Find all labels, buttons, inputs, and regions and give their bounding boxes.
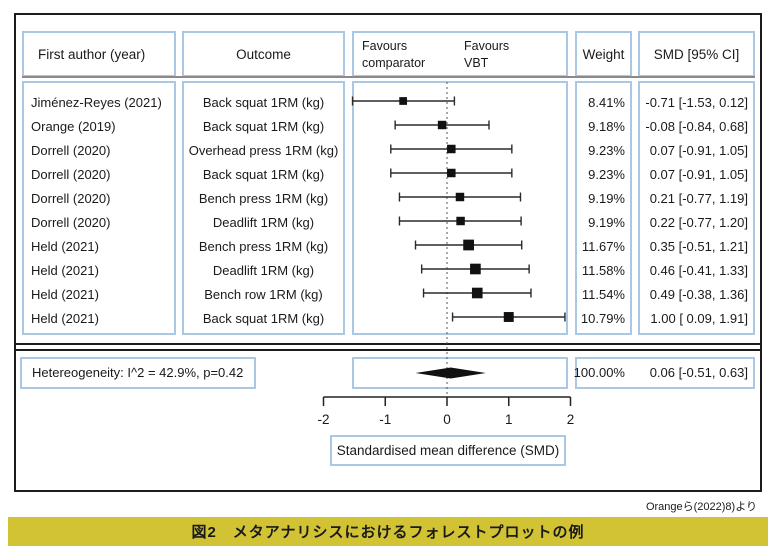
header-box-weight: Weight bbox=[575, 31, 632, 77]
table-row-smd: -0.71 [-1.53, 0.12] bbox=[645, 95, 748, 110]
table-row-weight: 11.58% bbox=[581, 263, 625, 278]
header-box-author: First author (year) bbox=[22, 31, 176, 77]
table-row-author: Dorrell (2020) bbox=[31, 143, 111, 158]
table-row-outcome: Bench row 1RM (kg) bbox=[204, 287, 323, 302]
table-row-outcome: Back squat 1RM (kg) bbox=[202, 311, 325, 326]
table-row-author: Dorrell (2020) bbox=[31, 191, 111, 206]
smd-column-header: SMD [95% CI] bbox=[653, 46, 740, 62]
table-row-smd: 1.00 [ 0.09, 1.91] bbox=[650, 311, 748, 326]
table-row-outcome: Bench press 1RM (kg) bbox=[198, 239, 329, 254]
author-column-body: Jiménez-Reyes (2021) Orange (2019) Dorrell… bbox=[22, 81, 176, 335]
summary-plot-box bbox=[352, 357, 568, 389]
table-row-author: Jiménez-Reyes (2021) bbox=[31, 95, 162, 110]
summary-weight: 100.00% bbox=[573, 365, 625, 380]
favours-right-line2: VBT bbox=[464, 55, 489, 70]
table-row-smd: 0.22 [-0.77, 1.20] bbox=[649, 215, 748, 230]
outcome-column-header: Outcome bbox=[236, 46, 291, 62]
favours-left-line1: Favours bbox=[362, 39, 408, 53]
table-row-outcome: Bench press 1RM (kg) bbox=[198, 191, 329, 206]
favours-comparator-label: Favours comparator bbox=[362, 38, 425, 72]
table-row-outcome: Back squat 1RM (kg) bbox=[202, 167, 325, 182]
table-row-smd: -0.08 [-0.84, 0.68] bbox=[645, 119, 748, 134]
table-row-outcome: Back squat 1RM (kg) bbox=[202, 95, 325, 110]
table-row-outcome: Deadlift 1RM (kg) bbox=[212, 263, 315, 278]
table-row-outcome: Deadlift 1RM (kg) bbox=[212, 215, 315, 230]
author-column-header: First author (year) bbox=[38, 46, 146, 62]
table-row-author: Dorrell (2020) bbox=[31, 215, 111, 230]
table-row-outcome: Back squat 1RM (kg) bbox=[202, 119, 325, 134]
table-row-author: Held (2021) bbox=[31, 239, 99, 254]
table-row-outcome: Overhead press 1RM (kg) bbox=[188, 143, 339, 158]
header-box-plot: Favours comparator Favours VBT bbox=[352, 31, 568, 77]
favours-vbt-label: Favours VBT bbox=[464, 38, 509, 72]
caption-text: 図2 メタアナリシスにおけるフォレストプロットの例 bbox=[191, 524, 585, 541]
table-row-author: Held (2021) bbox=[31, 311, 99, 326]
table-row-author: Dorrell (2020) bbox=[31, 167, 111, 182]
summary-stats-box: 100.00% 0.06 [-0.51, 0.63] bbox=[573, 357, 755, 389]
table-row-smd: 0.46 [-0.41, 1.33] bbox=[649, 263, 748, 278]
weight-column-header: Weight bbox=[582, 46, 625, 62]
outcome-column-body: Back squat 1RM (kg) Back squat 1RM (kg) Ov… bbox=[182, 81, 345, 335]
caption-bar: 図2 メタアナリシスにおけるフォレストプロットの例 bbox=[8, 517, 768, 546]
table-row-author: Held (2021) bbox=[31, 263, 99, 278]
section-divider-double-line bbox=[16, 343, 760, 351]
x-axis-label: Standardised mean difference (SMD) bbox=[336, 443, 560, 458]
table-row-weight: 9.18% bbox=[588, 119, 625, 134]
heterogeneity-box: Hetereogeneity: I^2 = 42.9%, p=0.42 bbox=[20, 357, 256, 389]
header-box-smd: SMD [95% CI] bbox=[638, 31, 755, 77]
table-row-smd: 0.21 [-0.77, 1.19] bbox=[649, 191, 748, 206]
heterogeneity-text: Hetereogeneity: I^2 = 42.9%, p=0.42 bbox=[32, 365, 244, 380]
table-row-weight: 9.19% bbox=[588, 215, 625, 230]
table-row-weight: 11.54% bbox=[581, 287, 625, 302]
table-row-author: Orange (2019) bbox=[31, 119, 116, 134]
table-row-weight: 11.67% bbox=[581, 239, 625, 254]
table-row-smd: 0.07 [-0.91, 1.05] bbox=[649, 167, 748, 182]
header-separator-line bbox=[22, 76, 755, 78]
table-row-smd: 0.35 [-0.51, 1.21] bbox=[649, 239, 748, 254]
header-box-outcome: Outcome bbox=[182, 31, 345, 77]
table-row-weight: 9.19% bbox=[588, 191, 625, 206]
weight-column-body: 8.41% 9.18% 9.23% 9.23% 9.19% 9.19% 11.67% 11.5… bbox=[575, 81, 632, 335]
x-axis-label-box: Standardised mean difference (SMD) bbox=[330, 435, 566, 466]
table-row-weight: 9.23% bbox=[588, 167, 625, 182]
plot-column-body bbox=[352, 81, 568, 335]
favours-left-line2: comparator bbox=[362, 55, 426, 70]
smd-column-body: -0.71 [-1.53, 0.12] -0.08 [-0.84, 0.68] 0.… bbox=[638, 81, 755, 335]
summary-smd: 0.06 [-0.51, 0.63] bbox=[649, 365, 748, 380]
credit-text: Orangeら(2022)8)より bbox=[645, 501, 757, 513]
table-row-author: Held (2021) bbox=[31, 287, 99, 302]
table-row-weight: 10.79% bbox=[580, 311, 625, 326]
favours-right-line1: Favours bbox=[464, 39, 510, 53]
table-row-weight: 8.41% bbox=[588, 95, 625, 110]
table-row-smd: 0.49 [-0.38, 1.36] bbox=[649, 287, 748, 302]
table-row-smd: 0.07 [-0.91, 1.05] bbox=[649, 143, 748, 158]
table-row-weight: 9.23% bbox=[588, 143, 625, 158]
